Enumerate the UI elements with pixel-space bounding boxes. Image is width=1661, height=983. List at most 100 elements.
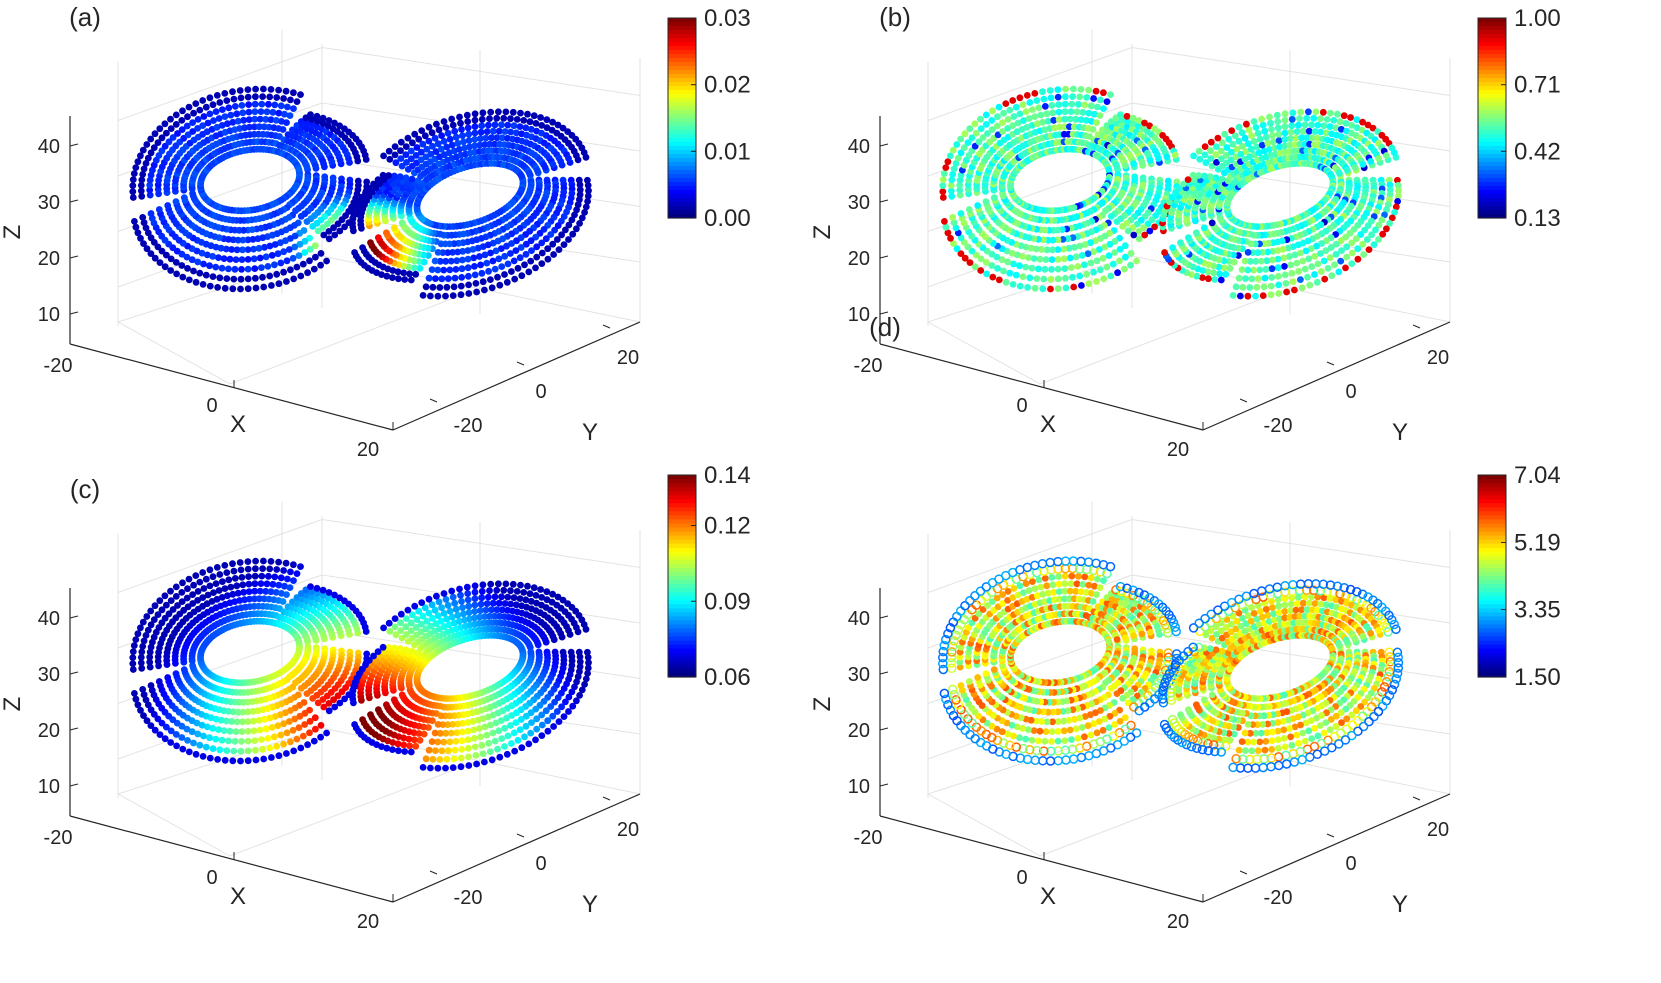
data-point (501, 252, 509, 260)
data-point (437, 145, 445, 153)
data-point (1348, 260, 1356, 267)
data-point (303, 690, 311, 697)
data-point (400, 269, 408, 277)
grid-line (229, 287, 481, 385)
data-point (1074, 263, 1082, 270)
y-tick-mark (1326, 361, 1335, 366)
data-point (549, 240, 557, 248)
colorbar-segment (1478, 186, 1506, 191)
data-point (507, 250, 514, 257)
data-point (218, 264, 226, 272)
data-point (391, 151, 399, 159)
z-tick-mark (879, 143, 889, 147)
data-point (391, 172, 398, 180)
data-point (277, 574, 285, 582)
data-point (401, 276, 409, 283)
data-point (236, 87, 244, 94)
data-point (341, 223, 348, 231)
data-point (406, 270, 413, 278)
data-point (178, 262, 186, 269)
data-point (223, 97, 231, 104)
data-point (487, 108, 495, 116)
data-point (470, 726, 478, 734)
data-point (1207, 138, 1215, 146)
data-point (216, 99, 224, 106)
data-point (533, 253, 541, 261)
colorbar-segment (668, 198, 696, 203)
data-point (1337, 257, 1345, 265)
data-point (578, 214, 586, 222)
data-point (576, 220, 583, 227)
data-point (1248, 275, 1256, 283)
colorbar-segment (668, 18, 696, 23)
data-point (1012, 271, 1020, 279)
data-point (380, 152, 387, 160)
data-point (403, 159, 410, 166)
colorbar-segment (1478, 38, 1506, 43)
data-point (279, 126, 287, 133)
data-point (273, 94, 281, 101)
data-point (1185, 234, 1192, 242)
data-point (1092, 87, 1100, 95)
data-point (524, 110, 531, 118)
data-point (431, 257, 439, 265)
data-point (307, 111, 314, 118)
data-point (297, 118, 305, 125)
grid-line (117, 321, 231, 385)
data-point (282, 237, 289, 245)
data-point (290, 561, 297, 569)
data-point (317, 722, 325, 729)
colorbar-segment (668, 70, 696, 75)
data-point (221, 585, 229, 592)
data-point (293, 122, 301, 129)
data-point (1054, 86, 1062, 93)
data-point (383, 272, 391, 280)
colorbar-segment (1478, 50, 1506, 55)
data-point (250, 727, 258, 735)
data-point (440, 137, 448, 145)
data-point (1332, 250, 1340, 258)
data-point (131, 218, 138, 225)
data-point (1026, 274, 1034, 282)
data-point (1083, 270, 1091, 278)
data-point (411, 130, 419, 138)
data-point (1100, 105, 1107, 112)
data-point (1306, 281, 1314, 289)
data-point (442, 292, 449, 300)
data-point (1041, 103, 1049, 110)
data-point (395, 275, 402, 283)
data-point (209, 273, 217, 280)
data-point (309, 695, 317, 702)
grid-line (321, 519, 641, 568)
data-point (1089, 126, 1097, 133)
data-point (174, 130, 181, 137)
data-point (1283, 288, 1290, 296)
data-point (1268, 265, 1276, 273)
data-point (336, 628, 344, 636)
data-point (1305, 255, 1313, 263)
data-point (271, 573, 279, 581)
data-point (179, 745, 187, 753)
data-point (251, 737, 259, 744)
data-point (273, 742, 281, 750)
data-point (957, 135, 965, 143)
data-point (268, 754, 275, 761)
data-point (251, 572, 259, 580)
data-point (1340, 112, 1348, 120)
data-point (427, 150, 435, 158)
z-tick-mark (69, 671, 79, 675)
y-tick-label: -20 (1264, 415, 1293, 437)
data-point (274, 250, 282, 258)
data-point (158, 134, 166, 142)
data-point (454, 611, 462, 619)
data-point (202, 103, 210, 111)
data-point (449, 292, 457, 299)
z-axis-label: Z (0, 225, 26, 240)
data-point (312, 162, 319, 170)
data-point (1281, 263, 1288, 270)
data-point (501, 271, 508, 278)
z-tick-label: 30 (38, 192, 60, 214)
data-point (143, 613, 151, 620)
data-point (582, 203, 590, 211)
data-point (271, 101, 279, 109)
